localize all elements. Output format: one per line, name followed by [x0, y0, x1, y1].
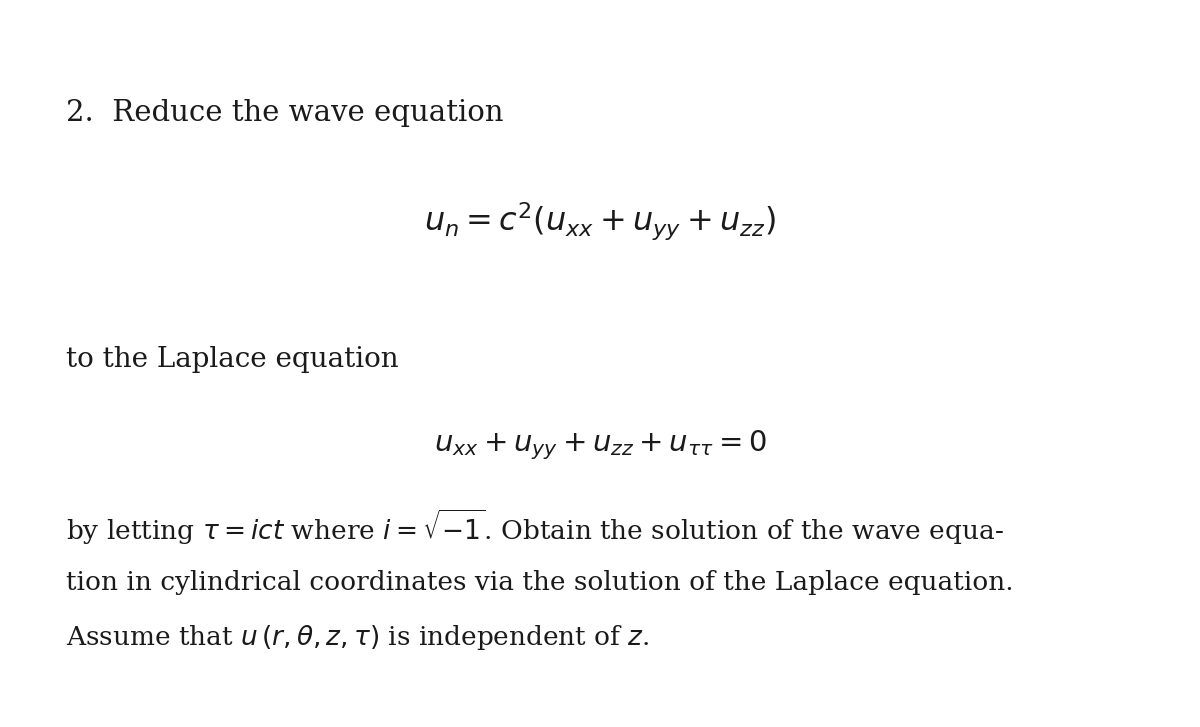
Text: $u_n = c^2\left(u_{xx} + u_{yy} + u_{zz}\right)$: $u_n = c^2\left(u_{xx} + u_{yy} + u_{zz}…	[424, 201, 776, 242]
Text: tion in cylindrical coordinates via the solution of the Laplace equation.: tion in cylindrical coordinates via the …	[66, 570, 1014, 595]
Text: to the Laplace equation: to the Laplace equation	[66, 346, 398, 374]
Text: 2.  Reduce the wave equation: 2. Reduce the wave equation	[66, 99, 504, 126]
Text: by letting $\tau = ict$ where $i = \sqrt{-1}$. Obtain the solution of the wave e: by letting $\tau = ict$ where $i = \sqrt…	[66, 507, 1004, 547]
Text: Assume that $u\,(r, \theta, z, \tau)$ is independent of $z$.: Assume that $u\,(r, \theta, z, \tau)$ is…	[66, 623, 649, 652]
Text: $u_{xx} + u_{yy} + u_{zz} + u_{\tau\tau} = 0$: $u_{xx} + u_{yy} + u_{zz} + u_{\tau\tau}…	[433, 428, 767, 462]
